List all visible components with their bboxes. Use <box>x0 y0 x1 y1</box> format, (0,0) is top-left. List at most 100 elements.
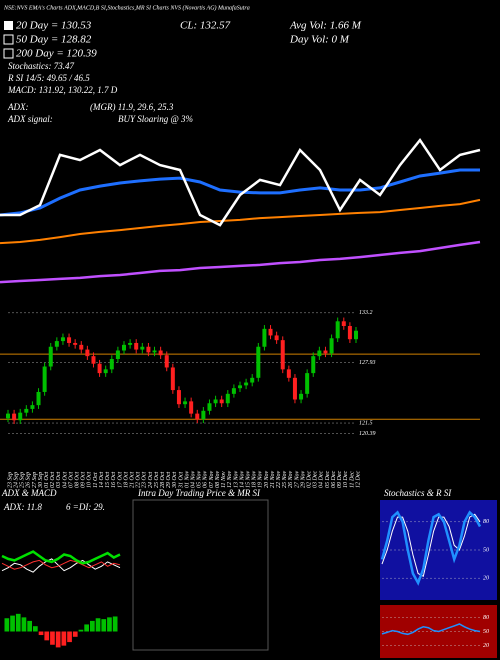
candle-body <box>91 356 96 364</box>
candle-body <box>36 391 41 406</box>
x-tick-label: 09 Oct <box>81 472 87 488</box>
candle-body <box>213 399 218 404</box>
x-tick-label: 05 Nov <box>197 470 203 488</box>
candle-body <box>158 350 163 356</box>
x-tick-label: 15 Nov <box>245 470 251 488</box>
candle-body <box>225 393 230 404</box>
x-tick-label: 02 Dec <box>307 471 313 488</box>
y-tick-label: 50 <box>483 547 489 553</box>
candle-body <box>329 338 334 354</box>
x-tick-label: 28 Oct <box>160 472 166 488</box>
candle-body <box>103 369 108 374</box>
candle-body <box>170 367 175 391</box>
bar <box>84 624 89 632</box>
candle-body <box>85 349 90 357</box>
bar <box>15 613 21 632</box>
x-tick-label: 03 Dec <box>313 471 319 488</box>
series-line <box>0 168 480 217</box>
x-tick-label: 29 Nov <box>300 470 306 488</box>
adx-label: ADX: <box>7 102 29 112</box>
candle-body <box>97 363 102 374</box>
candle-body <box>238 385 242 389</box>
candle-body <box>183 401 188 405</box>
avg-vol: Avg Vol: 1.66 M <box>289 20 362 32</box>
x-tick-label: 26 Nov <box>288 470 294 488</box>
adx-values: (MGR) 11.9, 29.6, 25.3 <box>90 102 174 112</box>
candle-body <box>140 346 145 350</box>
x-tick-label: 21 Nov <box>270 470 276 488</box>
candle-body <box>280 340 285 370</box>
bar <box>4 618 10 632</box>
x-tick-label: 30 Sep <box>38 472 44 489</box>
x-tick-label: 15 Oct <box>105 472 111 488</box>
candle-body <box>24 408 29 413</box>
x-tick-label: 19 Nov <box>258 470 264 488</box>
x-tick-label: 24 Sep <box>12 472 19 488</box>
x-tick-label: 22 Oct <box>136 472 142 488</box>
y-tick-label: 20 <box>483 576 489 582</box>
candle-body <box>18 412 23 421</box>
legend-swatch <box>3 48 14 59</box>
x-tick-label: 29 Oct <box>166 472 172 488</box>
x-tick-label: 08 Oct <box>75 472 81 488</box>
x-tick-label: 11 Nov <box>221 471 227 488</box>
candle-body <box>134 342 139 350</box>
bar <box>107 617 112 632</box>
bar <box>95 618 101 632</box>
header-title: NSE:NVS EMA's Charts ADX,MACD,B SI,Stoch… <box>3 4 250 11</box>
candle-body <box>54 341 59 347</box>
x-tick-label: 23 Oct <box>142 472 148 488</box>
candle-body <box>164 355 169 368</box>
series-line <box>1 550 121 565</box>
series-line <box>380 510 482 586</box>
series-line <box>381 623 481 636</box>
candle-body <box>292 377 297 400</box>
candle-body <box>152 350 157 353</box>
candle-body <box>262 328 267 347</box>
bar <box>44 631 50 641</box>
candle-body <box>128 342 133 345</box>
candle-body <box>42 366 47 392</box>
candle-body <box>347 326 352 340</box>
x-tick-label: 01 Oct <box>44 472 50 488</box>
y-tick-label: 20 <box>483 643 489 649</box>
x-tick-label: 04 Nov <box>190 470 197 488</box>
candle-body <box>60 337 65 342</box>
x-tick-label: 30 Oct <box>172 472 178 489</box>
candle-body <box>305 373 310 394</box>
x-tick-label: 17 Oct <box>117 472 123 488</box>
candle-body <box>317 350 322 357</box>
x-tick-label: 06 Dec <box>331 471 337 488</box>
bar <box>61 631 67 646</box>
candle-body <box>274 335 279 341</box>
y-tick-label: 50 <box>483 629 489 635</box>
candle-body <box>48 346 53 367</box>
y-tick-label: 127.93 <box>359 360 376 366</box>
series-line <box>1 559 121 570</box>
series-line <box>0 198 481 245</box>
x-tick-label: 25 Nov <box>282 470 288 488</box>
candle-body <box>115 350 120 359</box>
x-tick-label: 11 Dec <box>349 471 355 488</box>
x-tick-label: 10 Oct <box>87 472 93 488</box>
candle-body <box>79 344 84 350</box>
candle-body <box>231 388 236 394</box>
candle-body <box>12 413 17 421</box>
adx-signal-label: ADX signal: <box>7 114 53 124</box>
candle-body <box>268 328 273 336</box>
x-tick-label: 04 Oct <box>61 472 68 488</box>
candle-body <box>176 390 181 405</box>
candle-body <box>219 399 224 404</box>
x-tick-label: 06 Nov <box>203 470 209 488</box>
x-tick-label: 11 Oct <box>93 472 99 488</box>
bar <box>78 629 84 632</box>
x-tick-label: 07 Oct <box>68 472 74 488</box>
bar <box>21 617 27 632</box>
x-tick-label: 09 Dec <box>337 471 343 488</box>
candle-body <box>354 330 358 340</box>
candle-body <box>286 369 291 378</box>
series-line <box>381 513 481 578</box>
x-tick-label: 18 Oct <box>123 472 129 488</box>
x-tick-label: 22 Nov <box>276 470 282 488</box>
